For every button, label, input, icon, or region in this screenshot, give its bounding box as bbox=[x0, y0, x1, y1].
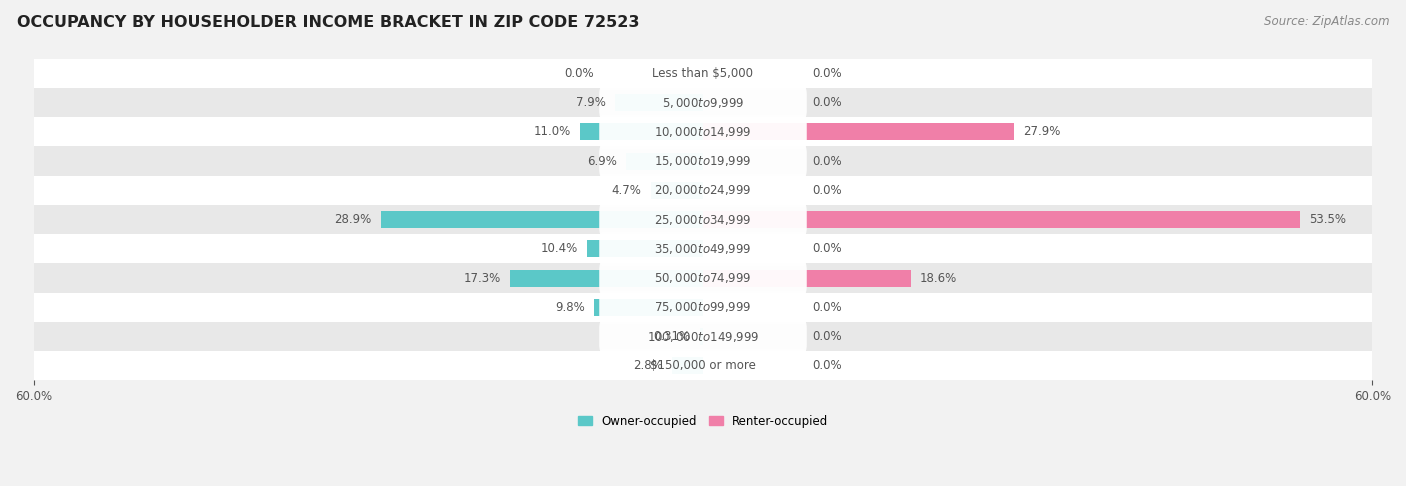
Text: $15,000 to $19,999: $15,000 to $19,999 bbox=[654, 154, 752, 168]
Bar bbox=[651, 182, 703, 199]
FancyBboxPatch shape bbox=[599, 144, 807, 178]
Legend: Owner-occupied, Renter-occupied: Owner-occupied, Renter-occupied bbox=[572, 410, 834, 433]
Text: 4.7%: 4.7% bbox=[612, 184, 641, 197]
FancyBboxPatch shape bbox=[599, 320, 807, 353]
Bar bbox=[34, 205, 1372, 234]
FancyBboxPatch shape bbox=[599, 174, 807, 207]
Text: 0.0%: 0.0% bbox=[813, 67, 842, 80]
Text: 11.0%: 11.0% bbox=[534, 125, 571, 139]
FancyBboxPatch shape bbox=[599, 115, 807, 148]
Text: 6.9%: 6.9% bbox=[588, 155, 617, 168]
FancyBboxPatch shape bbox=[599, 86, 807, 119]
Bar bbox=[703, 270, 911, 287]
Text: 0.0%: 0.0% bbox=[813, 243, 842, 255]
FancyBboxPatch shape bbox=[599, 232, 807, 265]
Bar bbox=[34, 146, 1372, 176]
Text: 9.8%: 9.8% bbox=[555, 301, 585, 314]
FancyBboxPatch shape bbox=[599, 203, 807, 236]
Bar bbox=[34, 293, 1372, 322]
Bar bbox=[510, 270, 703, 287]
FancyBboxPatch shape bbox=[599, 291, 807, 324]
Bar bbox=[703, 211, 1301, 228]
Text: $25,000 to $34,999: $25,000 to $34,999 bbox=[654, 212, 752, 226]
Text: Source: ZipAtlas.com: Source: ZipAtlas.com bbox=[1264, 15, 1389, 28]
Bar bbox=[381, 211, 703, 228]
Bar bbox=[581, 123, 703, 140]
Text: Less than $5,000: Less than $5,000 bbox=[652, 67, 754, 80]
Bar bbox=[34, 234, 1372, 263]
Text: 18.6%: 18.6% bbox=[920, 272, 956, 284]
Text: 27.9%: 27.9% bbox=[1024, 125, 1060, 139]
Text: $100,000 to $149,999: $100,000 to $149,999 bbox=[647, 330, 759, 344]
Bar bbox=[34, 88, 1372, 117]
Bar bbox=[586, 240, 703, 257]
Text: 7.9%: 7.9% bbox=[576, 96, 606, 109]
Bar bbox=[593, 299, 703, 316]
Text: OCCUPANCY BY HOUSEHOLDER INCOME BRACKET IN ZIP CODE 72523: OCCUPANCY BY HOUSEHOLDER INCOME BRACKET … bbox=[17, 15, 640, 30]
Bar bbox=[34, 176, 1372, 205]
Bar bbox=[34, 117, 1372, 146]
Text: $150,000 or more: $150,000 or more bbox=[650, 359, 756, 372]
Text: 0.0%: 0.0% bbox=[813, 184, 842, 197]
Bar bbox=[34, 59, 1372, 88]
Bar bbox=[34, 263, 1372, 293]
Text: 0.0%: 0.0% bbox=[813, 96, 842, 109]
Bar bbox=[626, 153, 703, 170]
Bar bbox=[672, 357, 703, 374]
Bar bbox=[34, 351, 1372, 381]
Text: $20,000 to $24,999: $20,000 to $24,999 bbox=[654, 183, 752, 197]
FancyBboxPatch shape bbox=[599, 57, 807, 90]
Bar bbox=[703, 123, 1014, 140]
FancyBboxPatch shape bbox=[599, 261, 807, 295]
Bar bbox=[700, 328, 703, 345]
Text: 0.0%: 0.0% bbox=[813, 301, 842, 314]
Text: 17.3%: 17.3% bbox=[464, 272, 501, 284]
Bar bbox=[34, 322, 1372, 351]
Text: $10,000 to $14,999: $10,000 to $14,999 bbox=[654, 125, 752, 139]
Bar bbox=[614, 94, 703, 111]
Text: $35,000 to $49,999: $35,000 to $49,999 bbox=[654, 242, 752, 256]
FancyBboxPatch shape bbox=[599, 349, 807, 382]
Text: $50,000 to $74,999: $50,000 to $74,999 bbox=[654, 271, 752, 285]
Text: 0.0%: 0.0% bbox=[813, 330, 842, 343]
Text: 0.31%: 0.31% bbox=[654, 330, 690, 343]
Text: 53.5%: 53.5% bbox=[1309, 213, 1346, 226]
Text: 0.0%: 0.0% bbox=[813, 359, 842, 372]
Text: 0.0%: 0.0% bbox=[564, 67, 593, 80]
Text: $75,000 to $99,999: $75,000 to $99,999 bbox=[654, 300, 752, 314]
Text: $5,000 to $9,999: $5,000 to $9,999 bbox=[662, 96, 744, 110]
Text: 10.4%: 10.4% bbox=[541, 243, 578, 255]
Text: 28.9%: 28.9% bbox=[335, 213, 371, 226]
Text: 2.8%: 2.8% bbox=[633, 359, 662, 372]
Text: 0.0%: 0.0% bbox=[813, 155, 842, 168]
